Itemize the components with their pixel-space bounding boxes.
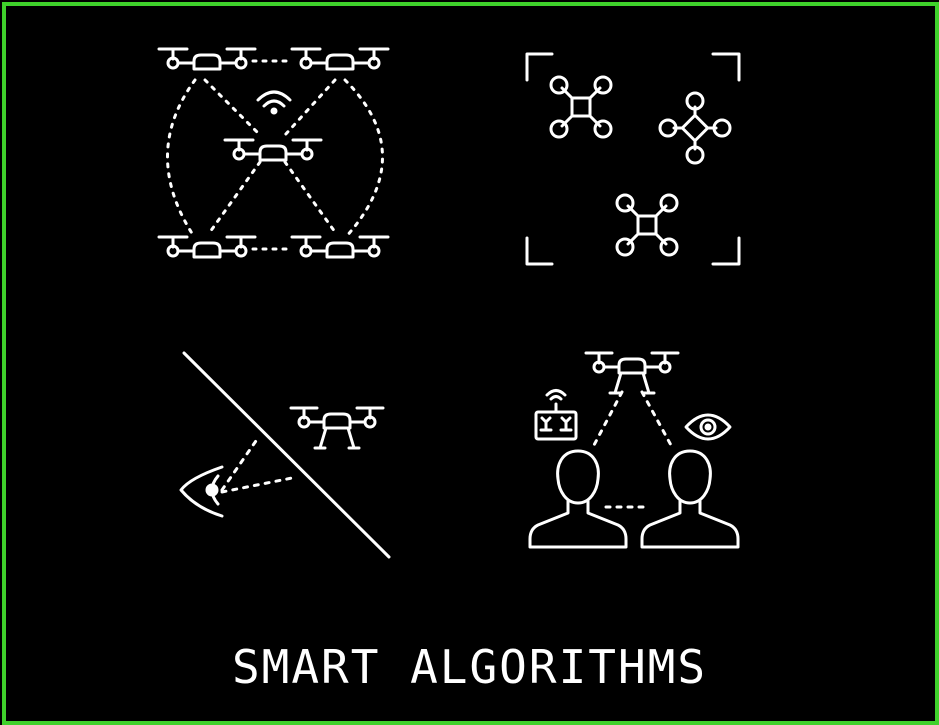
observer-eye-icon: [684, 413, 732, 441]
drone-operator-observer-icon: [528, 351, 740, 549]
caption-title: SMART ALGORITHMS: [231, 640, 708, 694]
drone-detection-frame-icon: [525, 52, 741, 266]
eye-icon: [179, 465, 224, 518]
remote-controller-icon: [534, 389, 578, 441]
quad-diamond-icon: [658, 91, 732, 165]
drone-line-of-sight-icon: [179, 351, 391, 559]
drone-swarm-network-icon: [157, 47, 390, 259]
wifi-icon: [256, 90, 292, 115]
